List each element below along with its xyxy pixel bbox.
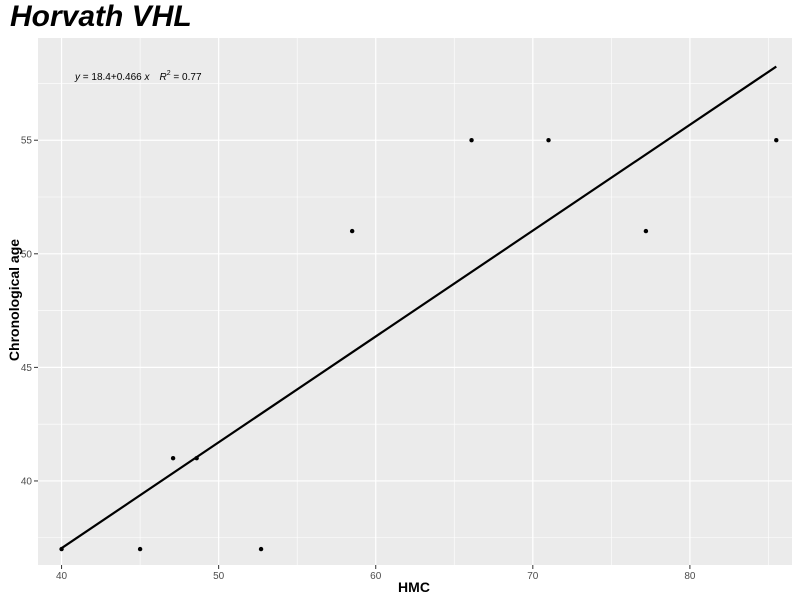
data-point (546, 138, 551, 143)
data-point (643, 228, 649, 234)
x-tick-label: 50 (213, 571, 225, 582)
eq-y-var: y (74, 72, 81, 83)
data-point (774, 138, 779, 143)
chart-title: Horvath VHL (10, 0, 192, 33)
axis-ticks (34, 139, 691, 569)
data-point (258, 546, 264, 552)
x-tick-label: 80 (684, 571, 696, 582)
tick-labels: 40 50 60 70 80 40 45 50 55 (21, 136, 696, 582)
data-points (59, 138, 779, 552)
x-axis-label: HMC (398, 579, 430, 595)
y-tick-label: 50 (21, 249, 33, 260)
y-axis-label: Chronological age (6, 238, 22, 362)
data-point (469, 138, 474, 143)
data-point (170, 456, 176, 461)
data-point (194, 456, 199, 461)
eq-body: = 18.4+0.466 (80, 72, 145, 83)
regression-equation: y = 18.4+0.466 x R2 = 0.77 (74, 70, 202, 83)
y-tick-label: 45 (21, 363, 33, 374)
eq-r-label: R (160, 72, 167, 83)
eq-r-value: = 0.77 (171, 72, 202, 83)
y-tick-label: 55 (21, 136, 33, 147)
minor-gridlines (38, 38, 792, 565)
eq-x-var: x (144, 72, 151, 83)
plot-panel (38, 38, 792, 565)
eq-r-exp: 2 (167, 70, 171, 77)
y-tick-label: 40 (21, 476, 33, 487)
regression-line (60, 65, 777, 550)
x-tick-label: 60 (370, 571, 382, 582)
x-tick-label: 70 (527, 571, 539, 582)
data-point (59, 546, 64, 552)
data-point (349, 228, 355, 234)
x-tick-label: 40 (56, 571, 68, 582)
data-point (137, 546, 143, 552)
